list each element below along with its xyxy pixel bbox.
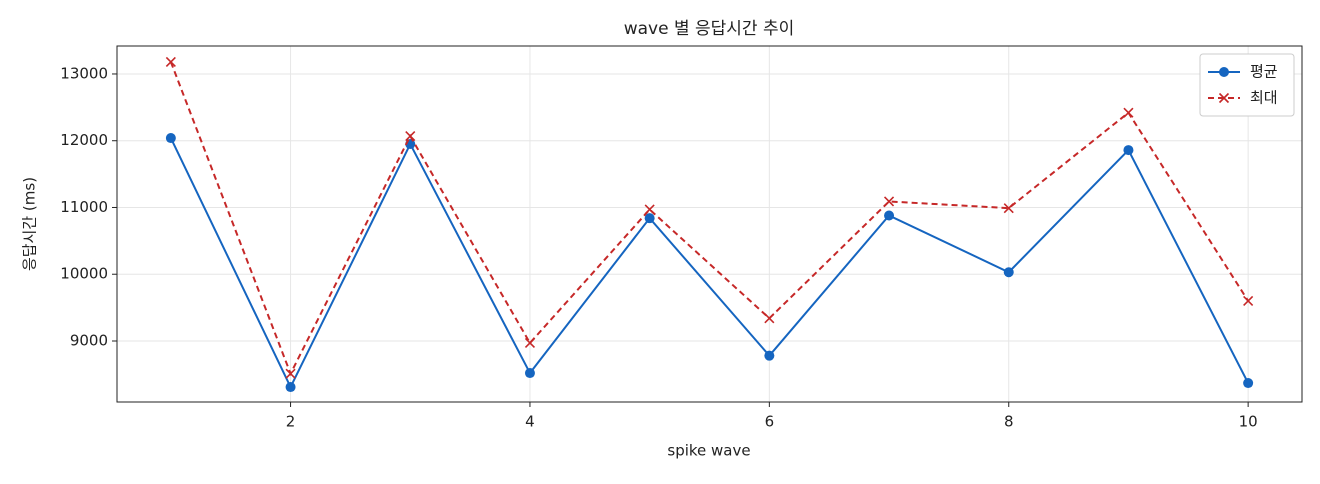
- legend-label: 최대: [1250, 89, 1278, 107]
- point: [165, 133, 176, 144]
- point: [644, 213, 655, 224]
- x-tick-label: 8: [1004, 413, 1014, 431]
- point: [1243, 378, 1254, 389]
- series-line: [169, 61, 1249, 377]
- plot-frame: [116, 45, 1303, 403]
- legend-label: 평균: [1250, 63, 1278, 81]
- point: [1123, 107, 1134, 118]
- point: [285, 368, 296, 379]
- x-tick-label: 2: [286, 413, 296, 431]
- x-tick-label: 6: [765, 413, 775, 431]
- y-tick-label: 10000: [60, 265, 108, 283]
- point: [1243, 295, 1254, 306]
- point: [883, 196, 895, 207]
- x-tick-label: 10: [1239, 413, 1258, 431]
- point: [644, 204, 655, 215]
- y-tick-label: 9000: [70, 331, 108, 349]
- legend-marker: [1218, 92, 1230, 104]
- legend-marker: [1219, 67, 1229, 77]
- series-line: [169, 137, 1250, 390]
- point: [524, 368, 535, 379]
- point: [764, 350, 775, 361]
- y-tick-label: 13000: [60, 64, 108, 82]
- point: [1003, 267, 1014, 278]
- y-tick-label: 11000: [60, 198, 108, 216]
- legend-box: [1199, 53, 1295, 117]
- point: [524, 337, 536, 349]
- y-axis-label: 응답시간 (ms): [21, 177, 39, 271]
- point: [285, 382, 296, 393]
- point: [764, 313, 775, 324]
- point: [405, 130, 416, 142]
- chart-title: wave 별 응답시간 추이: [624, 19, 795, 39]
- x-tick-label: 4: [525, 413, 535, 431]
- point: [884, 210, 895, 221]
- point: [165, 56, 176, 68]
- x-axis-label: spike wave: [667, 442, 750, 460]
- point: [1003, 203, 1014, 214]
- y-tick-label: 12000: [60, 131, 108, 149]
- point: [1123, 145, 1134, 156]
